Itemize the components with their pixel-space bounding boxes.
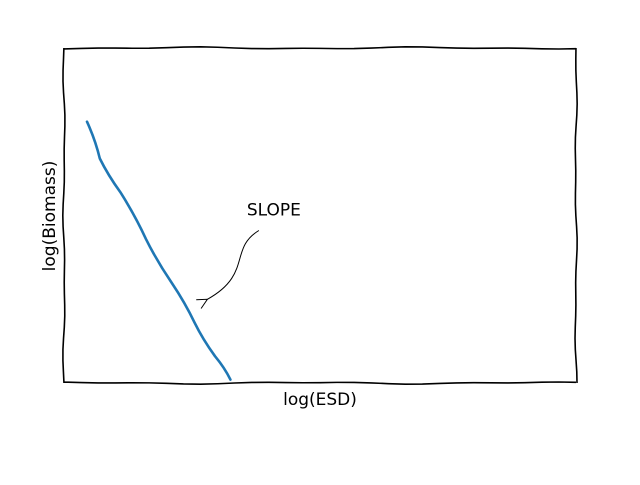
y-axis-label: log(Biomass) (40, 161, 60, 272)
series-line-0 (85, 120, 232, 381)
series-layer (85, 120, 232, 381)
annotation-arrow-0 (207, 230, 260, 300)
plot-frame (62, 46, 578, 385)
annotation-label-0: SLOPE (247, 201, 301, 221)
x-axis-label: log(ESD) (283, 390, 357, 410)
annotation-layer: SLOPE (207, 201, 301, 300)
